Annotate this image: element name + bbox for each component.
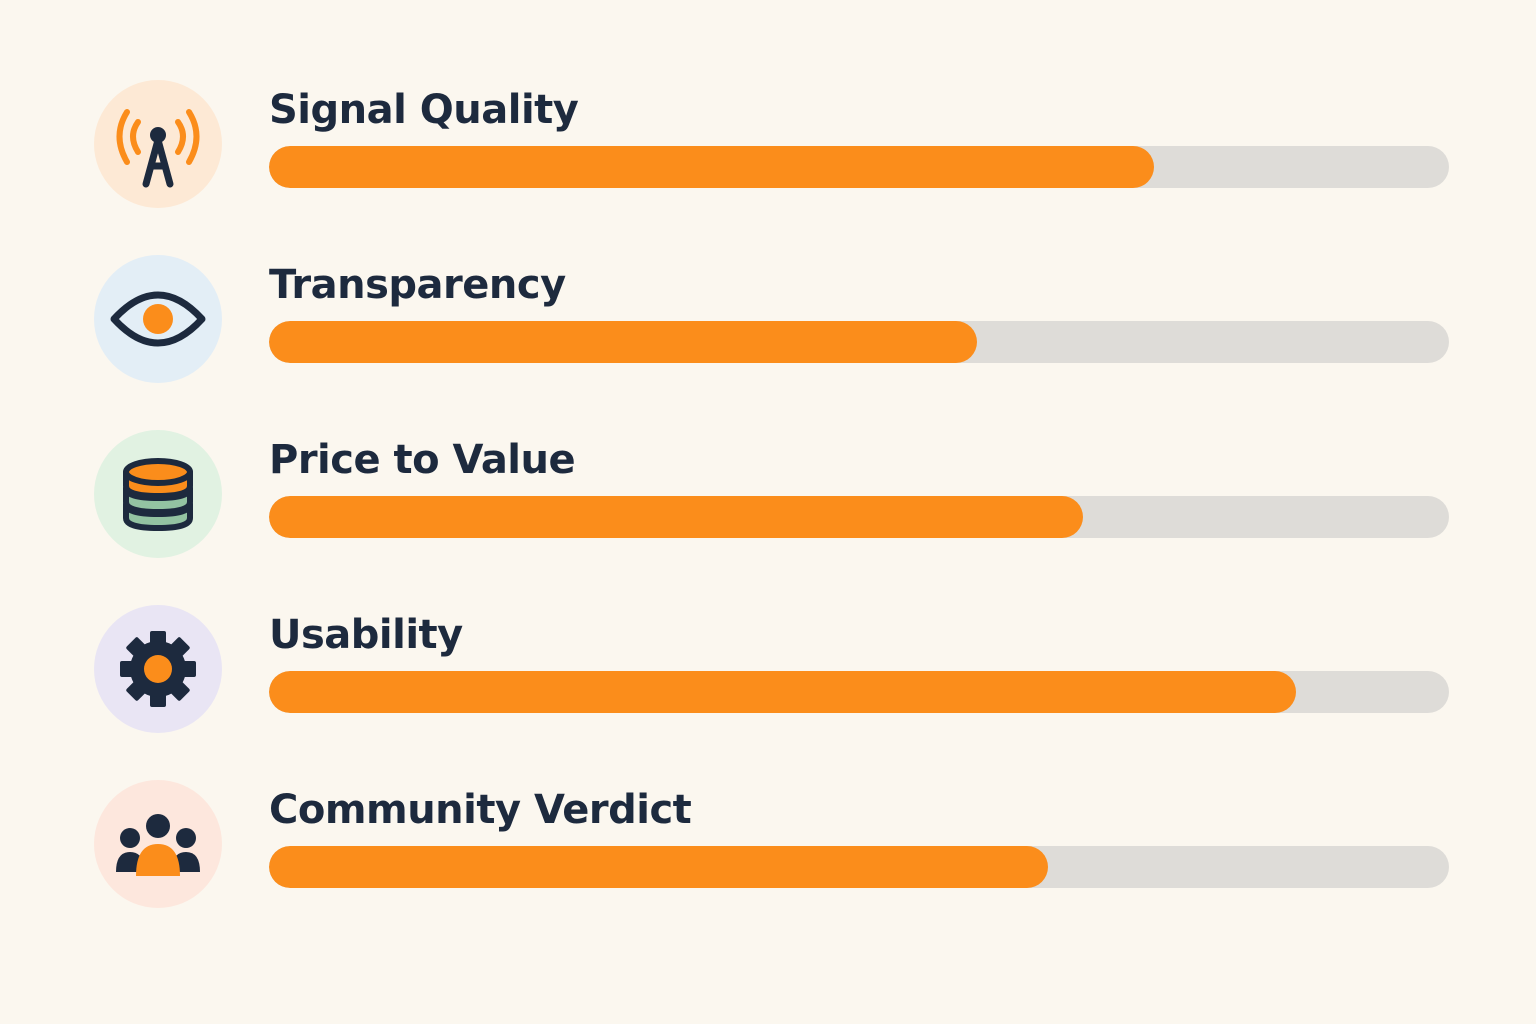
rating-label: Community Verdict (269, 787, 692, 833)
rating-row-signal-quality: Signal Quality (0, 80, 1536, 240)
rating-label: Price to Value (269, 437, 576, 483)
community-icon (116, 814, 200, 876)
rating-track (269, 671, 1449, 713)
icon-badge (94, 605, 222, 733)
icon-badge (94, 430, 222, 558)
rating-bar (269, 496, 1083, 538)
coin-stack-icon (123, 458, 193, 531)
icon-badge (94, 780, 222, 908)
rating-track (269, 496, 1449, 538)
rating-track (269, 321, 1449, 363)
rating-bar (269, 321, 977, 363)
rating-label: Signal Quality (269, 87, 579, 133)
rating-bar (269, 146, 1154, 188)
rating-label: Transparency (269, 262, 566, 308)
antenna-icon (116, 109, 200, 188)
rating-track (269, 146, 1449, 188)
rating-bar (269, 846, 1048, 888)
eye-icon (110, 291, 206, 347)
rating-row-usability: Usability (0, 605, 1536, 765)
rating-row-transparency: Transparency (0, 255, 1536, 415)
rating-bar (269, 671, 1296, 713)
gear-icon (120, 631, 196, 707)
rating-track (269, 846, 1449, 888)
rating-row-price-to-value: Price to Value (0, 430, 1536, 590)
icon-badge (94, 255, 222, 383)
rating-row-community-verdict: Community Verdict (0, 780, 1536, 940)
icon-badge (94, 80, 222, 208)
rating-label: Usability (269, 612, 463, 658)
